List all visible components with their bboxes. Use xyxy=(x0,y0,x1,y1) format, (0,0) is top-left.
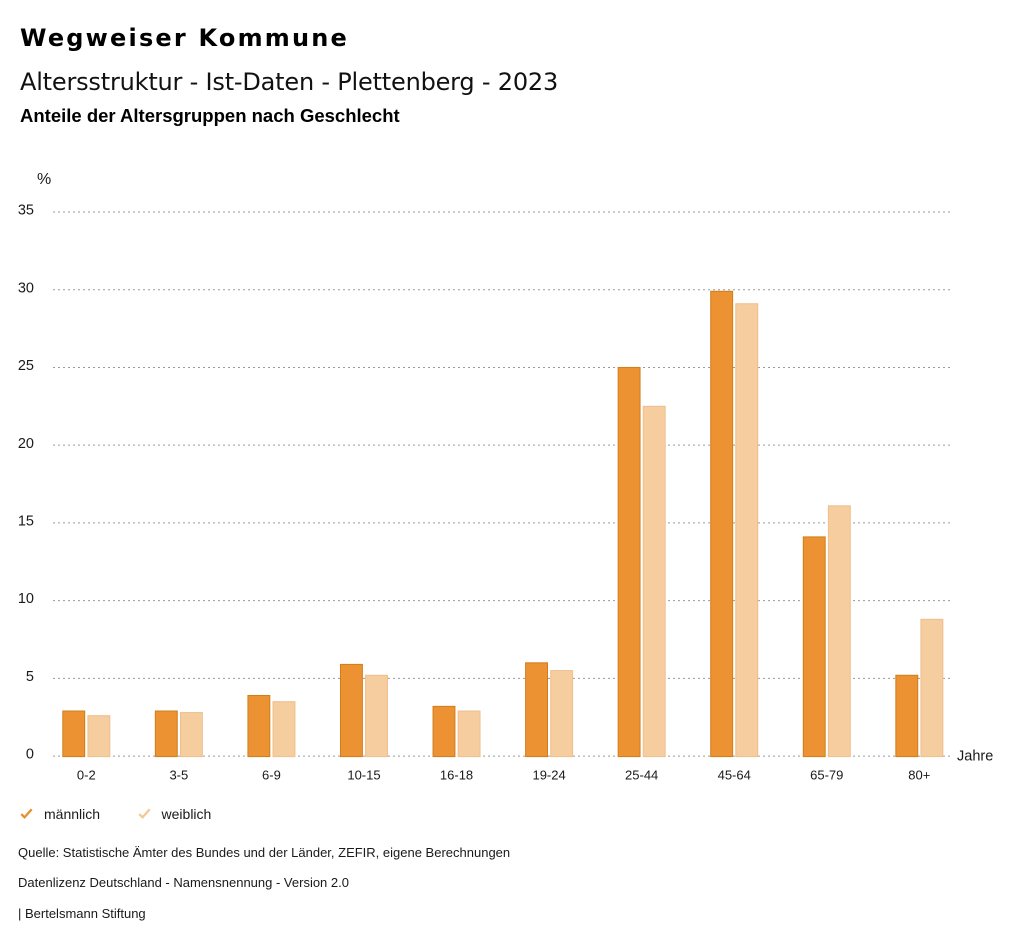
x-category-label-10-15: 10-15 xyxy=(347,767,380,782)
chart-footer: Quelle: Statistische Ämter des Bundes un… xyxy=(18,846,918,938)
footer-line-1: Quelle: Statistische Ämter des Bundes un… xyxy=(18,844,511,860)
y-tick-label-35: 35 xyxy=(18,203,34,219)
bar-weiblich-45-64[interactable] xyxy=(735,303,759,758)
bar-weiblich-65-79[interactable] xyxy=(827,505,851,758)
check-icon xyxy=(138,808,151,819)
bar-männlich-3-5[interactable] xyxy=(154,710,178,758)
bar-weiblich-80+[interactable] xyxy=(920,618,944,758)
x-category-label-80+: 80+ xyxy=(908,767,930,782)
y-axis-unit-label: % xyxy=(37,171,51,188)
bar-männlich-0-2[interactable] xyxy=(62,710,86,758)
footer-line-2: Datenlizenz Deutschland - Namensnennung … xyxy=(18,875,349,891)
bar-männlich-10-15[interactable] xyxy=(339,663,363,758)
x-category-label-25-44: 25-44 xyxy=(625,767,658,782)
y-tick-label-0: 0 xyxy=(26,747,34,763)
bar-männlich-6-9[interactable] xyxy=(247,694,271,758)
footer-line-3: | Bertelsmann Stiftung xyxy=(18,905,146,921)
bar-weiblich-0-2[interactable] xyxy=(87,715,111,758)
legend-label: weiblich xyxy=(161,805,212,822)
legend-label: männlich xyxy=(44,805,101,822)
bar-weiblich-25-44[interactable] xyxy=(642,405,666,758)
bar-weiblich-19-24[interactable] xyxy=(550,670,574,758)
bar-weiblich-3-5[interactable] xyxy=(179,712,203,758)
y-tick-label-30: 30 xyxy=(18,280,34,296)
bar-männlich-45-64[interactable] xyxy=(710,290,734,758)
y-tick-label-5: 5 xyxy=(26,669,34,685)
x-category-label-65-79: 65-79 xyxy=(810,767,843,782)
chart-subtitle: Altersstruktur - Ist-Daten - Plettenberg… xyxy=(20,68,559,97)
bar-männlich-65-79[interactable] xyxy=(802,536,826,758)
y-tick-label-10: 10 xyxy=(18,591,34,607)
x-category-label-6-9: 6-9 xyxy=(262,767,281,782)
page-title: Wegweiser Kommune xyxy=(20,24,350,53)
x-axis-unit-label: Jahre xyxy=(957,748,993,764)
x-category-label-45-64: 45-64 xyxy=(718,767,751,782)
bar-männlich-80+[interactable] xyxy=(895,674,919,758)
x-category-label-0-2: 0-2 xyxy=(77,767,96,782)
y-tick-label-25: 25 xyxy=(18,358,34,374)
chart-legend: männlich weiblich xyxy=(20,806,211,822)
legend-item-männlich[interactable]: männlich xyxy=(20,806,100,822)
y-tick-label-20: 20 xyxy=(18,436,34,452)
legend-item-weiblich[interactable]: weiblich xyxy=(138,805,212,822)
bar-männlich-16-18[interactable] xyxy=(432,705,456,758)
x-category-label-19-24: 19-24 xyxy=(532,767,565,782)
bar-männlich-25-44[interactable] xyxy=(617,366,641,758)
chart-heading: Anteile der Altersgruppen nach Geschlech… xyxy=(20,105,400,127)
x-category-label-3-5: 3-5 xyxy=(169,767,188,782)
bar-weiblich-6-9[interactable] xyxy=(272,701,296,758)
bar-weiblich-10-15[interactable] xyxy=(365,674,388,758)
bar-männlich-19-24[interactable] xyxy=(525,662,548,758)
bar-weiblich-16-18[interactable] xyxy=(457,710,481,758)
x-category-label-16-18: 16-18 xyxy=(440,767,473,782)
check-icon xyxy=(20,808,33,819)
y-tick-label-15: 15 xyxy=(18,513,34,529)
